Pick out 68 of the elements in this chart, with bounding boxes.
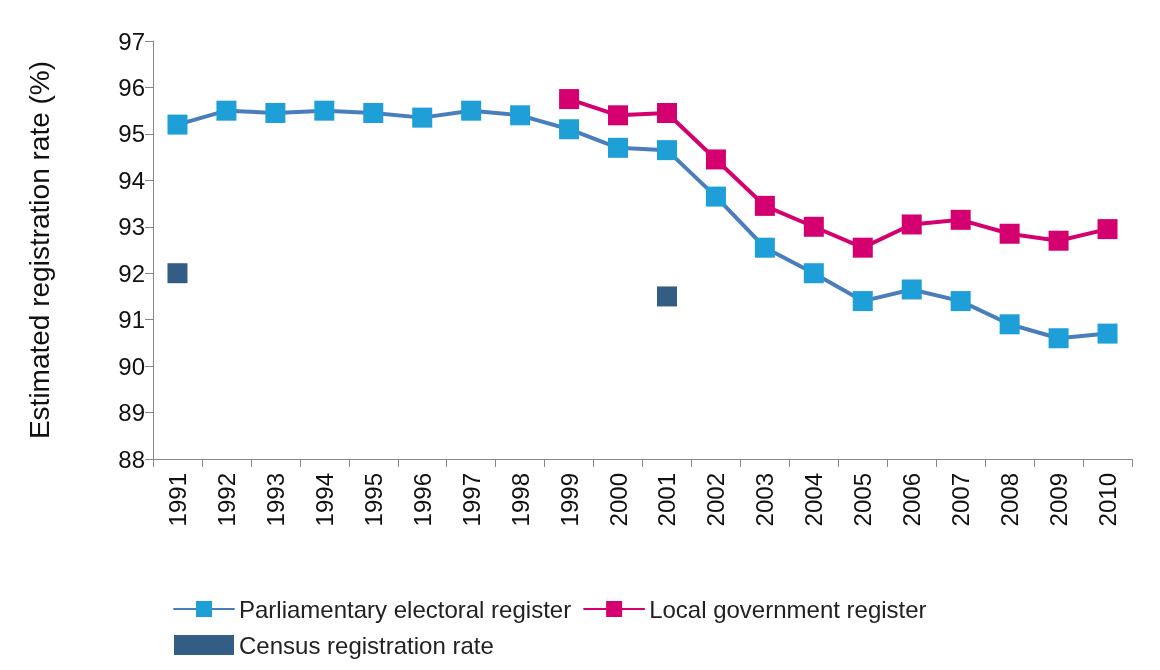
y-axis-title: Estimated registration rate (%): [23, 60, 55, 440]
x-tick-label: 2002: [702, 473, 730, 527]
x-tick-label: 1992: [212, 473, 240, 527]
x-tick-label: 2001: [653, 473, 681, 527]
point: [999, 314, 1020, 335]
point: [510, 105, 531, 126]
point: [705, 186, 726, 207]
x-tick-label: 2010: [1094, 473, 1122, 527]
point: [803, 263, 824, 284]
point: [852, 237, 873, 258]
x-tick-label: 2003: [751, 473, 779, 527]
point: [999, 223, 1020, 244]
point: [950, 209, 971, 230]
x-tick-label: 1994: [310, 473, 338, 527]
legend-label: Census registration rate: [239, 631, 494, 659]
x-tick-label: 2008: [996, 473, 1024, 527]
x-tick-label: 2000: [604, 473, 632, 527]
point: [1048, 230, 1069, 251]
point: [901, 279, 922, 300]
point: [754, 195, 775, 216]
y-tick-label: 89: [118, 399, 145, 427]
point: [314, 100, 335, 121]
x-tick-label: 1995: [359, 473, 387, 527]
point: [608, 105, 629, 126]
point: [265, 102, 286, 123]
point: [363, 102, 384, 123]
point: [1097, 219, 1118, 240]
x-tick-label: 1998: [506, 473, 534, 527]
y-tick-label: 90: [118, 352, 145, 380]
x-tick-label: 2005: [849, 473, 877, 527]
y-tick-label: 96: [118, 73, 145, 101]
point: [461, 100, 482, 121]
legend-label: Local government register: [649, 595, 927, 623]
y-tick-label: 95: [118, 120, 145, 148]
legend-label: Parliamentary electoral register: [239, 595, 572, 623]
point: [656, 102, 677, 123]
x-tick-label: 1996: [408, 473, 436, 527]
point: [901, 214, 922, 235]
y-tick-label: 92: [118, 259, 145, 287]
x-tick-label: 2007: [947, 473, 975, 527]
point: [656, 286, 677, 307]
point: [167, 263, 188, 284]
x-tick-label: 1999: [555, 473, 583, 527]
y-tick-label: 94: [118, 166, 145, 194]
point: [559, 89, 580, 110]
y-tick-label: 97: [118, 27, 145, 55]
point: [803, 216, 824, 237]
y-tick-label: 93: [118, 213, 145, 241]
point: [852, 291, 873, 312]
point: [1097, 323, 1118, 344]
x-tick-label: 2009: [1045, 473, 1073, 527]
x-tick-label: 1991: [163, 473, 191, 527]
y-tick-label: 91: [118, 306, 145, 334]
x-tick-label: 2006: [898, 473, 926, 527]
x-tick-label: 1997: [457, 473, 485, 527]
x-tick-label: 2004: [800, 473, 828, 527]
point: [754, 237, 775, 258]
point: [559, 119, 580, 140]
point: [1048, 328, 1069, 349]
x-tick-label: 1993: [261, 473, 289, 527]
point: [216, 100, 237, 121]
y-tick-label: 88: [118, 445, 145, 473]
point: [705, 149, 726, 170]
point: [412, 107, 433, 128]
point: [950, 291, 971, 312]
point: [608, 137, 629, 158]
point: [167, 114, 188, 135]
point: [656, 140, 677, 161]
